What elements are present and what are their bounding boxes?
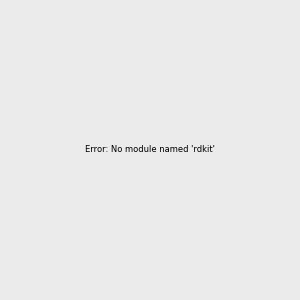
Text: Error: No module named 'rdkit': Error: No module named 'rdkit' xyxy=(85,146,215,154)
